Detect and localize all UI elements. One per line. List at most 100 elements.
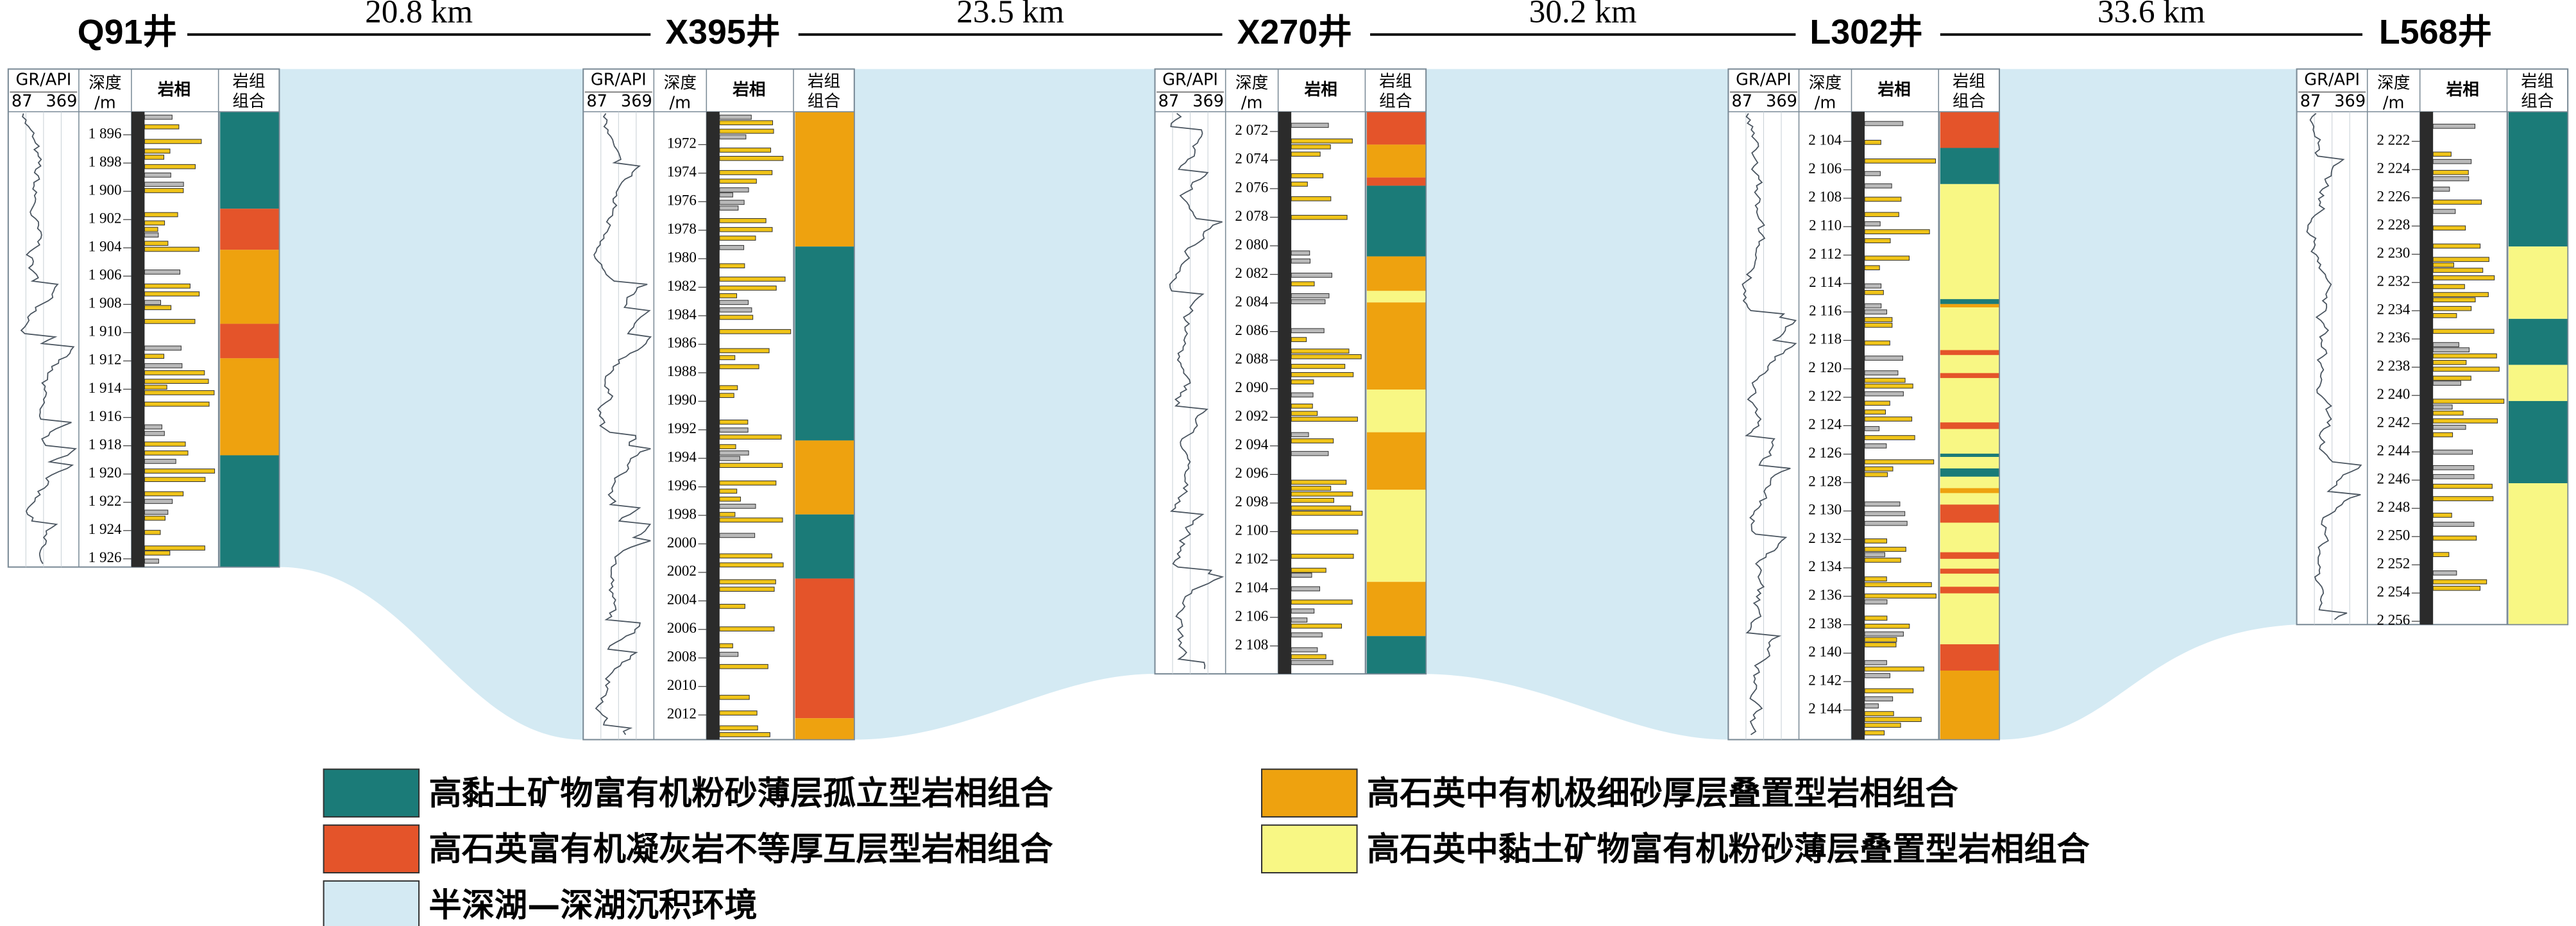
- depth-label: 2 108: [1235, 636, 1268, 653]
- facies-interval: [1940, 304, 2000, 307]
- lithology-bed: [1864, 466, 1894, 472]
- lithology-bed: [144, 227, 158, 232]
- lithology-bed: [719, 244, 745, 250]
- lithology-bed: [1864, 426, 1880, 431]
- lithology-bed: [2432, 366, 2500, 372]
- depth-label: 2 126: [1808, 444, 1842, 461]
- lithofacies-header: 岩相: [2446, 80, 2479, 99]
- lithology-bed: [1291, 250, 1310, 256]
- lithology-bed: [1864, 139, 1881, 145]
- lithology-bed: [1291, 416, 1358, 422]
- lithology-bed: [144, 499, 173, 504]
- lithology-bed: [2432, 159, 2472, 164]
- lithology-bed: [1864, 472, 1888, 477]
- assemblage-header: 组合: [2521, 92, 2554, 111]
- depth-label: 2 136: [1808, 587, 1842, 603]
- lithology-bed: [719, 480, 777, 486]
- depth-unit: /m: [94, 93, 116, 112]
- facies-interval: [1366, 177, 1427, 186]
- facies-outline: [793, 111, 855, 741]
- depth-label: 2 086: [1235, 322, 1268, 338]
- assemblage-header: 组合: [1953, 92, 1985, 111]
- lithology-bed: [144, 182, 184, 187]
- depth-label: 1 914: [89, 379, 122, 396]
- lithology-bed: [719, 456, 740, 461]
- facies-interval: [1940, 148, 2000, 184]
- lithology-bed: [1864, 255, 1910, 261]
- lithology-bed: [719, 205, 739, 211]
- facies-interval: [1940, 587, 2000, 594]
- lithology-bed: [719, 393, 734, 399]
- depth-label: 2 082: [1235, 264, 1268, 281]
- depth-label: 2 072: [1235, 121, 1268, 138]
- lithology-bed: [1291, 214, 1348, 220]
- lithology-bed: [144, 270, 181, 275]
- depth-label: 2 134: [1808, 558, 1842, 574]
- well-name: Q91井: [78, 13, 177, 51]
- depth-unit: /m: [1815, 93, 1836, 112]
- lithology-bed: [2432, 474, 2475, 479]
- assemblage-header: 岩组: [232, 72, 265, 91]
- lithology-bed: [144, 529, 161, 535]
- lithology-bed: [2432, 418, 2498, 424]
- lithology-bed: [1864, 723, 1901, 728]
- lithology-bed: [719, 579, 776, 585]
- lithology-bed: [144, 188, 184, 193]
- assemblage-header: 岩组: [808, 72, 840, 91]
- depth-label: 2 254: [2377, 583, 2410, 599]
- depth-label: 1990: [667, 391, 697, 408]
- lithology-bed: [1864, 593, 1936, 599]
- lithology-bed: [1291, 392, 1314, 398]
- legend-label: 高石英富有机凝灰岩不等厚互层型岩相组合: [428, 830, 1053, 869]
- lithology-bed: [719, 178, 757, 184]
- depth-unit: /m: [670, 93, 691, 112]
- facies-outline: [1938, 111, 2000, 741]
- lithology-bed: [1291, 567, 1326, 573]
- lithology-bed: [2432, 552, 2450, 557]
- lithology-bed: [719, 427, 749, 433]
- depth-label: 2 080: [1235, 236, 1268, 252]
- lithology-bed: [719, 450, 749, 456]
- lithology-bed: [719, 218, 767, 223]
- lithology-bed: [1864, 673, 1890, 678]
- depth-label: 2 094: [1235, 436, 1268, 452]
- lithology-bed: [1864, 317, 1893, 322]
- lithology-bed: [1291, 403, 1313, 409]
- lithology-bed: [144, 291, 200, 296]
- lithology-bed: [1291, 379, 1314, 384]
- depth-label: 2 112: [1809, 245, 1842, 262]
- lithology-bed: [719, 134, 747, 140]
- depth-label: 1992: [667, 420, 697, 436]
- depth-label: 1 896: [89, 124, 122, 141]
- lithology-bed: [144, 468, 216, 474]
- facies-interval: [220, 455, 280, 567]
- lithology-bed: [2432, 513, 2452, 518]
- gr-curve: [1169, 113, 1224, 669]
- lithology-bed: [2432, 200, 2482, 205]
- facies-interval: [2508, 483, 2568, 625]
- lithology-bed: [719, 286, 777, 291]
- lithology-bed: [719, 643, 733, 649]
- depth-label: 2 106: [1235, 607, 1268, 624]
- facies-interval: [1366, 490, 1427, 582]
- facies-interval: [2508, 112, 2568, 247]
- depth-label: 2 230: [2377, 244, 2410, 261]
- depth-label: 1994: [667, 448, 697, 465]
- lithology-bed: [719, 263, 745, 269]
- gr-max: 369: [2334, 92, 2366, 111]
- lithology-bed: [719, 300, 749, 305]
- lithology-bed: [719, 314, 754, 320]
- facies-interval: [220, 250, 280, 324]
- lithology-bed: [2432, 257, 2489, 262]
- lithology-bed: [2432, 432, 2453, 438]
- lithology-bed: [1864, 303, 1882, 309]
- lithology-bed: [1864, 547, 1906, 552]
- distance-label: 33.6 km: [2097, 0, 2205, 30]
- lithology-bed: [1291, 438, 1334, 443]
- lithology-bed: [719, 694, 750, 700]
- lithology-bed: [144, 139, 202, 144]
- lithology-bed: [144, 246, 199, 252]
- legend-swatch: [323, 880, 420, 926]
